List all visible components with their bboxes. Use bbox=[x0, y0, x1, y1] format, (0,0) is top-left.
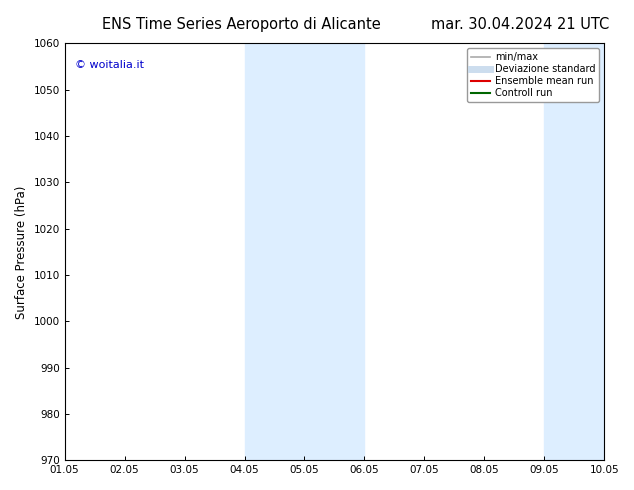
Bar bbox=[604, 44, 634, 460]
Text: © woitalia.it: © woitalia.it bbox=[75, 60, 145, 70]
Y-axis label: Surface Pressure (hPa): Surface Pressure (hPa) bbox=[15, 185, 28, 318]
Bar bbox=[245, 44, 304, 460]
Legend: min/max, Deviazione standard, Ensemble mean run, Controll run: min/max, Deviazione standard, Ensemble m… bbox=[467, 49, 599, 102]
Bar bbox=[544, 44, 604, 460]
Text: mar. 30.04.2024 21 UTC: mar. 30.04.2024 21 UTC bbox=[430, 17, 609, 32]
Text: ENS Time Series Aeroporto di Alicante: ENS Time Series Aeroporto di Alicante bbox=[101, 17, 380, 32]
Bar bbox=[304, 44, 365, 460]
